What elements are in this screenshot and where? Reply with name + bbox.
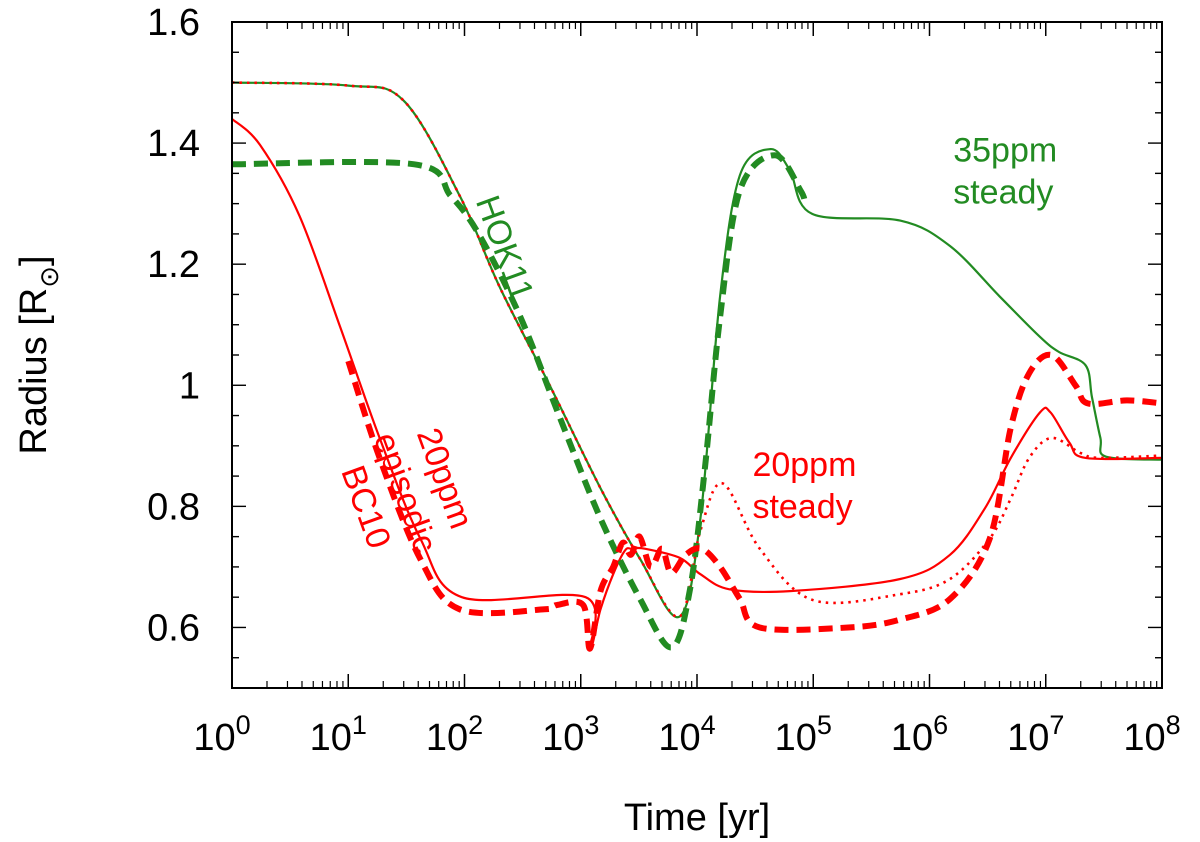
series-line-4-dashed xyxy=(345,351,1163,652)
x-tick-label: 103 xyxy=(542,710,599,759)
x-tick-base: 10 xyxy=(426,717,468,759)
x-tick-label: 107 xyxy=(1007,710,1064,759)
x-tick-label: 105 xyxy=(775,710,832,759)
y-tick-label: 0.6 xyxy=(147,607,200,649)
x-tick-base: 10 xyxy=(193,717,235,759)
x-tick-exponent: 8 xyxy=(1166,710,1181,740)
x-tick-base: 10 xyxy=(891,717,933,759)
x-tick-label: 102 xyxy=(426,710,483,759)
y-tick-label: 1.2 xyxy=(147,244,200,286)
x-tick-exponent: 4 xyxy=(701,710,716,740)
annotation-label: steady xyxy=(752,488,852,526)
x-tick-exponent: 0 xyxy=(236,710,251,740)
series-layer xyxy=(231,81,1163,652)
x-tick-exponent: 7 xyxy=(1049,710,1064,740)
y-axis-label-text: Radius [R xyxy=(13,288,55,455)
svg-text:Radius [R⊙]: Radius [R⊙] xyxy=(13,255,64,454)
x-tick-label: 106 xyxy=(891,710,948,759)
annotation-block: 20ppm steady xyxy=(752,446,856,526)
y-tick-label: 0.8 xyxy=(147,486,200,528)
x-tick-base: 10 xyxy=(1123,717,1165,759)
y-tick-label: 1 xyxy=(179,365,200,407)
y-axis-label: Radius [R⊙] xyxy=(13,255,64,454)
x-tick-label: 104 xyxy=(658,710,715,759)
sun-symbol: ⊙ xyxy=(34,266,64,288)
plot-frame xyxy=(231,21,1163,689)
y-tick-label: 1.6 xyxy=(147,2,200,44)
x-tick-base: 10 xyxy=(658,717,700,759)
annotation-block: HOK11 xyxy=(468,191,541,306)
x-tick-exponent: 6 xyxy=(933,710,948,740)
annotation-label: steady xyxy=(953,173,1053,211)
series-line-1-dotted xyxy=(231,81,1163,618)
y-tick-label: 1.4 xyxy=(147,123,200,165)
annotation-block: 35ppm steady xyxy=(953,131,1057,211)
series-line-3-dashed xyxy=(231,152,808,651)
series-line-0-solid xyxy=(231,81,1163,619)
annotation-label: HOK11 xyxy=(468,191,541,306)
x-tick-base: 10 xyxy=(542,717,584,759)
x-tick-base: 10 xyxy=(310,717,352,759)
axes: 100 101 102 103 104 105 106 107 1080.60.811.21.4… xyxy=(147,2,1180,759)
annotation-label: 20ppm xyxy=(752,446,856,484)
x-tick-base: 10 xyxy=(775,717,817,759)
x-axis-label: Time [yr] xyxy=(624,797,770,839)
x-tick-exponent: 2 xyxy=(468,710,483,740)
x-tick-base: 10 xyxy=(1007,717,1049,759)
x-tick-exponent: 5 xyxy=(817,710,832,740)
x-tick-label: 108 xyxy=(1123,710,1180,759)
y-axis-label-close: ] xyxy=(13,255,55,266)
x-tick-label: 101 xyxy=(310,710,367,759)
x-tick-exponent: 1 xyxy=(352,710,367,740)
x-tick-label: 100 xyxy=(193,710,250,759)
x-tick-exponent: 3 xyxy=(584,710,599,740)
annotation-label: 35ppm xyxy=(953,131,1057,169)
